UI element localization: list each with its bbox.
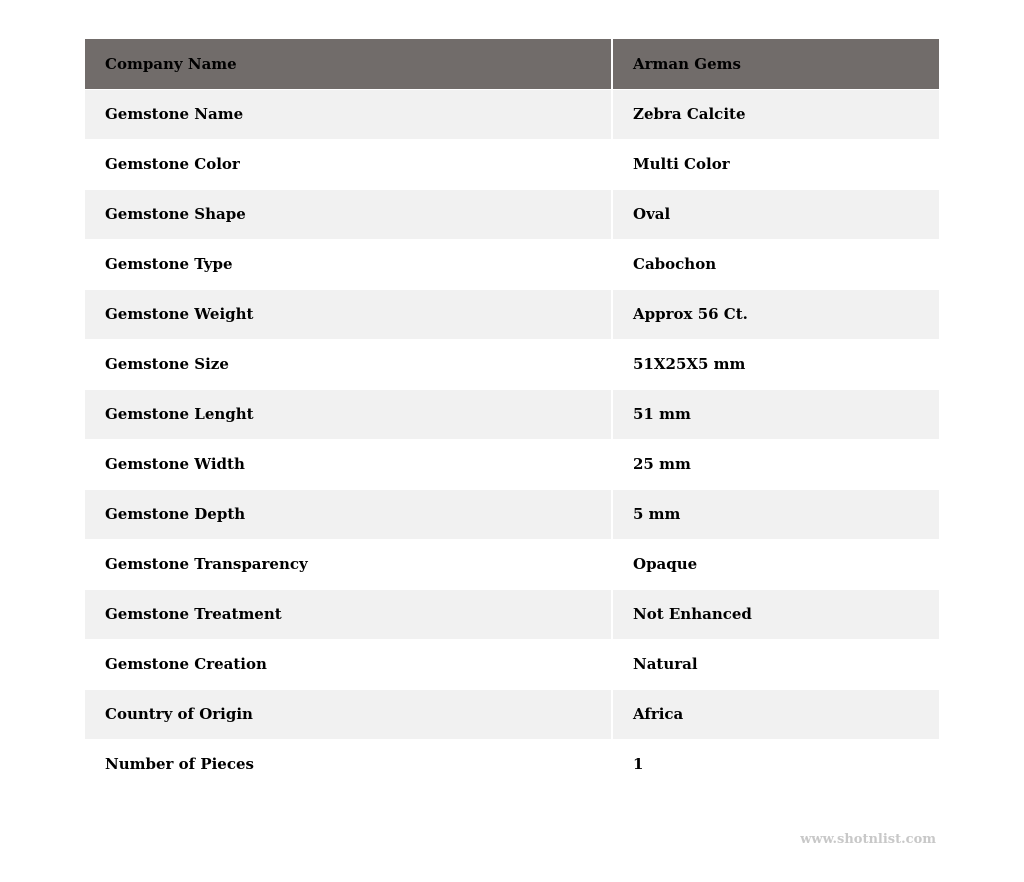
table-row: Gemstone Width 25 mm bbox=[85, 439, 939, 490]
table-row: Gemstone Color Multi Color bbox=[85, 139, 939, 190]
table-row: Gemstone Creation Natural bbox=[85, 639, 939, 690]
row-value: 1 bbox=[612, 739, 939, 790]
row-label: Gemstone Transparency bbox=[85, 539, 613, 590]
header-label: Company Name bbox=[85, 39, 613, 90]
row-value: Cabochon bbox=[612, 239, 939, 290]
row-label: Gemstone Shape bbox=[85, 189, 613, 240]
row-value: Natural bbox=[612, 639, 939, 690]
row-value: Africa bbox=[612, 689, 939, 740]
row-value: Multi Color bbox=[612, 139, 939, 190]
row-value: 5 mm bbox=[612, 489, 939, 540]
table-header-row: Company Name Arman Gems bbox=[85, 39, 939, 90]
row-label: Gemstone Treatment bbox=[85, 589, 613, 640]
row-value: Zebra Calcite bbox=[612, 89, 939, 140]
table-row: Gemstone Treatment Not Enhanced bbox=[85, 589, 939, 640]
watermark: www.shotnlist.com bbox=[800, 832, 936, 847]
table-row: Number of Pieces 1 bbox=[85, 739, 939, 790]
row-label: Number of Pieces bbox=[85, 739, 613, 790]
header-value: Arman Gems bbox=[612, 39, 939, 90]
row-label: Country of Origin bbox=[85, 689, 613, 740]
gemstone-specs-table: Company Name Arman Gems Gemstone Name Zeb… bbox=[85, 39, 939, 790]
row-value: 51X25X5 mm bbox=[612, 339, 939, 390]
table-row: Country of Origin Africa bbox=[85, 689, 939, 740]
row-value: Oval bbox=[612, 189, 939, 240]
row-value: Not Enhanced bbox=[612, 589, 939, 640]
table-row: Gemstone Shape Oval bbox=[85, 189, 939, 240]
row-label: Gemstone Width bbox=[85, 439, 613, 490]
row-value: 51 mm bbox=[612, 389, 939, 440]
row-label: Gemstone Weight bbox=[85, 289, 613, 340]
table-row: Gemstone Lenght 51 mm bbox=[85, 389, 939, 440]
row-label: Gemstone Name bbox=[85, 89, 613, 140]
row-label: Gemstone Lenght bbox=[85, 389, 613, 440]
row-label: Gemstone Type bbox=[85, 239, 613, 290]
table-row: Gemstone Type Cabochon bbox=[85, 239, 939, 290]
row-value: Approx 56 Ct. bbox=[612, 289, 939, 340]
table-row: Gemstone Size 51X25X5 mm bbox=[85, 339, 939, 390]
table-row: Gemstone Transparency Opaque bbox=[85, 539, 939, 590]
row-value: 25 mm bbox=[612, 439, 939, 490]
table-row: Gemstone Weight Approx 56 Ct. bbox=[85, 289, 939, 340]
row-label: Gemstone Size bbox=[85, 339, 613, 390]
table-row: Gemstone Depth 5 mm bbox=[85, 489, 939, 540]
row-label: Gemstone Color bbox=[85, 139, 613, 190]
row-label: Gemstone Depth bbox=[85, 489, 613, 540]
row-value: Opaque bbox=[612, 539, 939, 590]
table-row: Gemstone Name Zebra Calcite bbox=[85, 89, 939, 140]
row-label: Gemstone Creation bbox=[85, 639, 613, 690]
